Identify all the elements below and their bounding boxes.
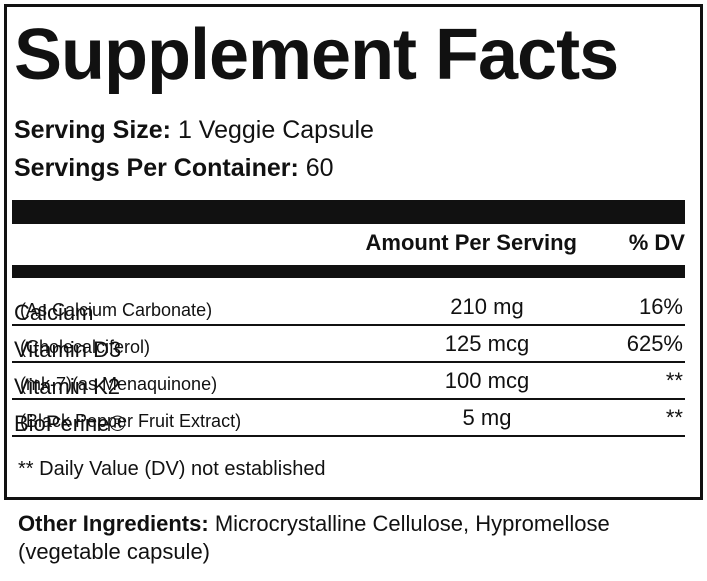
nutrient-detail: (Cholecalciferol) xyxy=(20,337,151,357)
amount: 210 mg xyxy=(450,294,524,319)
text: Microcrystalline Cellulose, Hypromellose… xyxy=(18,511,610,564)
nutrient-row: Vitamin D3 (Cholecalciferol) 125 mcg 625% xyxy=(12,325,685,363)
daily-value: 625% xyxy=(626,331,683,356)
amount: 5 mg xyxy=(462,405,512,430)
title: Supplement Facts xyxy=(14,15,619,95)
daily-value: 16% xyxy=(638,294,683,319)
serving-size: Serving Size: 1 Veggie Capsule xyxy=(14,116,374,145)
servings-per-container: Servings Per Container: 60 xyxy=(14,154,334,183)
amount-header: Amount Per Serving xyxy=(365,230,577,255)
name-text: Vitamin K2 xyxy=(14,374,120,399)
label: Serving Size: xyxy=(14,116,171,144)
nutrient-row: Calcium (As Calcium Carbonate) 210 mg 16% xyxy=(12,288,685,326)
label: Other Ingredients: xyxy=(18,511,209,536)
other-ingredients: Other Ingredients: Microcrystalline Cell… xyxy=(18,510,638,566)
thick-rule xyxy=(12,265,685,278)
footnote: ** Daily Value (DV) not established xyxy=(18,458,326,480)
value: 60 xyxy=(305,154,334,182)
label: Servings Per Container: xyxy=(14,154,299,182)
name-text: Vitamin D3 xyxy=(14,337,122,362)
nutrient-detail: (mk-7)(as Menaquinone) xyxy=(20,374,218,394)
daily-value: ** xyxy=(665,368,683,393)
name-text: BioPerine® xyxy=(14,411,126,436)
daily-value: ** xyxy=(665,405,683,430)
nutrient-row: Vitamin K2 (mk-7)(as Menaquinone) 100 mcg *… xyxy=(12,362,685,400)
facts-panel xyxy=(4,4,703,500)
dv-header: % DV xyxy=(628,230,685,255)
nutrient-row: BioPerine® (Black Pepper Fruit Extract) 5 … xyxy=(12,399,685,437)
name-text: Calcium xyxy=(14,300,94,325)
value: 1 Veggie Capsule xyxy=(177,116,374,144)
amount: 100 mcg xyxy=(444,368,530,393)
thick-rule xyxy=(12,200,685,224)
nutrient-detail: (As Calcium Carbonate) xyxy=(20,300,213,320)
nutrient-detail: (Black Pepper Fruit Extract) xyxy=(20,411,242,431)
amount: 125 mcg xyxy=(444,331,530,356)
